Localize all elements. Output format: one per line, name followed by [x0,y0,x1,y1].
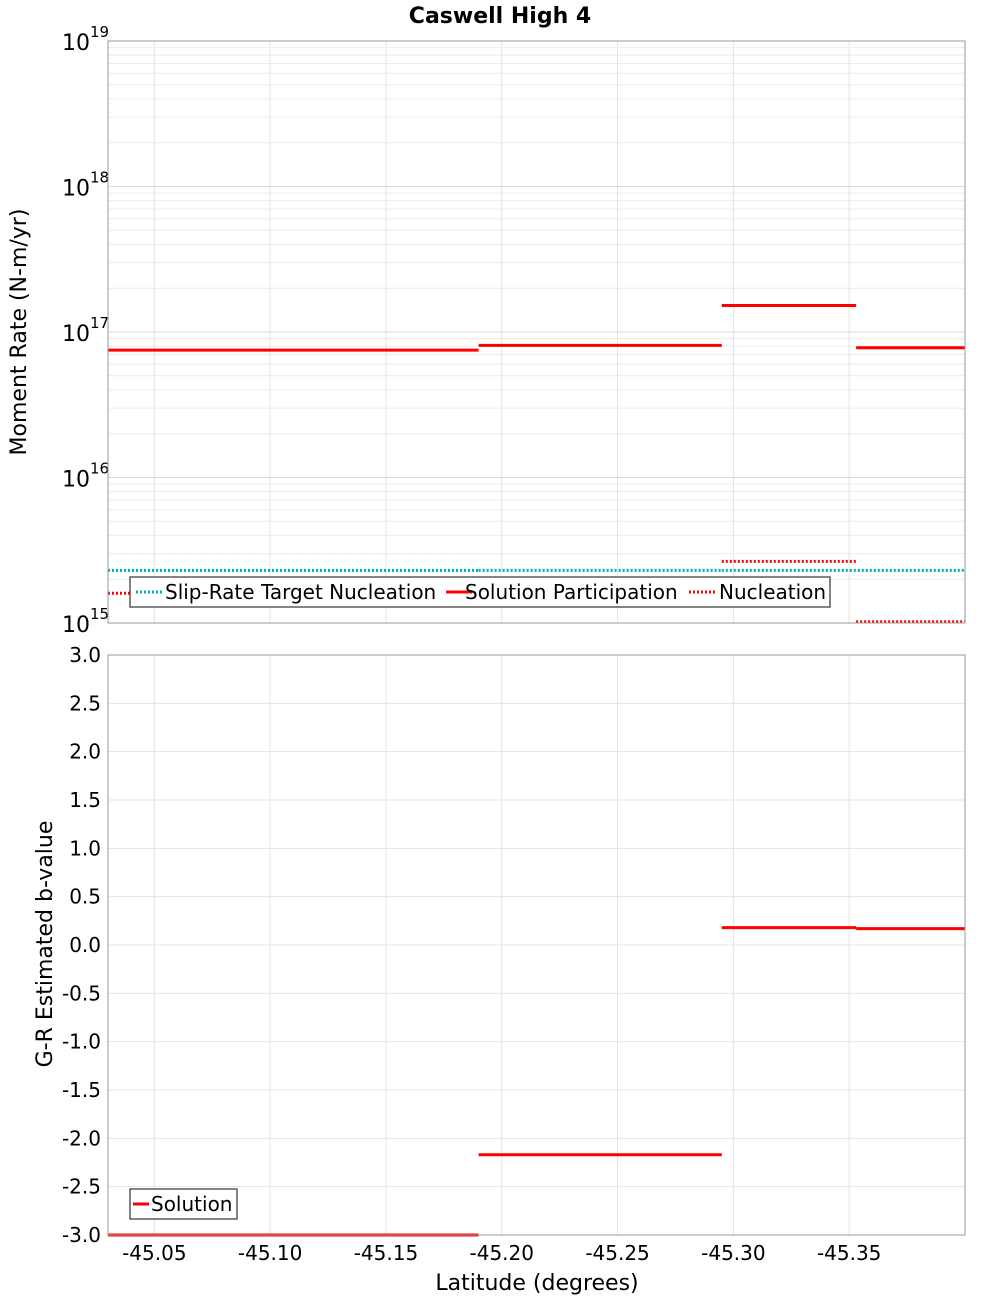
y-tick-label: -2.0 [62,1126,101,1150]
y-tick-label: 1.5 [69,788,101,812]
x-axis-label: Latitude (degrees) [435,1271,638,1296]
moment-rate-y-axis-label: Moment Rate (N-m/yr) [7,209,32,456]
y-tick-exponent: 18 [90,169,109,187]
y-tick-label: 10 [62,31,90,56]
x-tick-label: -45.20 [470,1241,534,1265]
plot-frame [107,654,966,1236]
y-tick-label: 3.0 [69,643,101,667]
y-tick-label: 1.0 [69,836,101,860]
plot-frame [107,40,966,624]
y-tick-label: -2.5 [62,1175,101,1199]
y-tick-label: -0.5 [62,981,101,1005]
legend-box [129,1188,238,1220]
x-tick-label: -45.10 [238,1241,302,1265]
y-tick-label: 0.0 [69,933,101,957]
y-tick-exponent: 16 [90,460,109,478]
b-value-legend: Solution [129,1188,238,1220]
legend-label: Solution [151,1192,232,1216]
legend-label: Slip-Rate Target Nucleation [165,580,436,604]
y-tick-label: 2.0 [69,740,101,764]
y-tick-exponent: 17 [90,314,109,332]
moment-rate-legend: Slip-Rate Target Nucleation Solution Part… [129,576,831,608]
y-tick-exponent: 15 [90,605,109,623]
y-tick-exponent: 19 [90,23,109,41]
y-tick-label: 10 [62,177,90,202]
legend-label: Solution Participation [465,580,678,604]
x-tick-label: -45.35 [817,1241,881,1265]
y-tick-label: -3.0 [62,1223,101,1247]
y-tick-label: 10 [62,322,90,347]
y-tick-label: -1.5 [62,1078,101,1102]
x-tick-label: -45.30 [701,1241,765,1265]
y-tick-label: 10 [62,613,90,638]
x-tick-label: -45.15 [354,1241,418,1265]
x-tick-label: -45.25 [585,1241,649,1265]
b-value-y-axis-label: G-R Estimated b-value [33,821,58,1068]
b-value-panel: -45.05 -45.10 -45.15 -45.20 -45.25 -45.30 -45.… [62,643,966,1265]
y-tick-label: -1.0 [62,1030,101,1054]
y-tick-label: 10 [62,468,90,493]
chart-title: Caswell High 4 [409,4,591,29]
x-tick-label: -45.05 [122,1241,186,1265]
y-tick-label: 0.5 [69,885,101,909]
y-tick-label: 2.5 [69,691,101,715]
legend-label: Nucleation [719,580,826,604]
